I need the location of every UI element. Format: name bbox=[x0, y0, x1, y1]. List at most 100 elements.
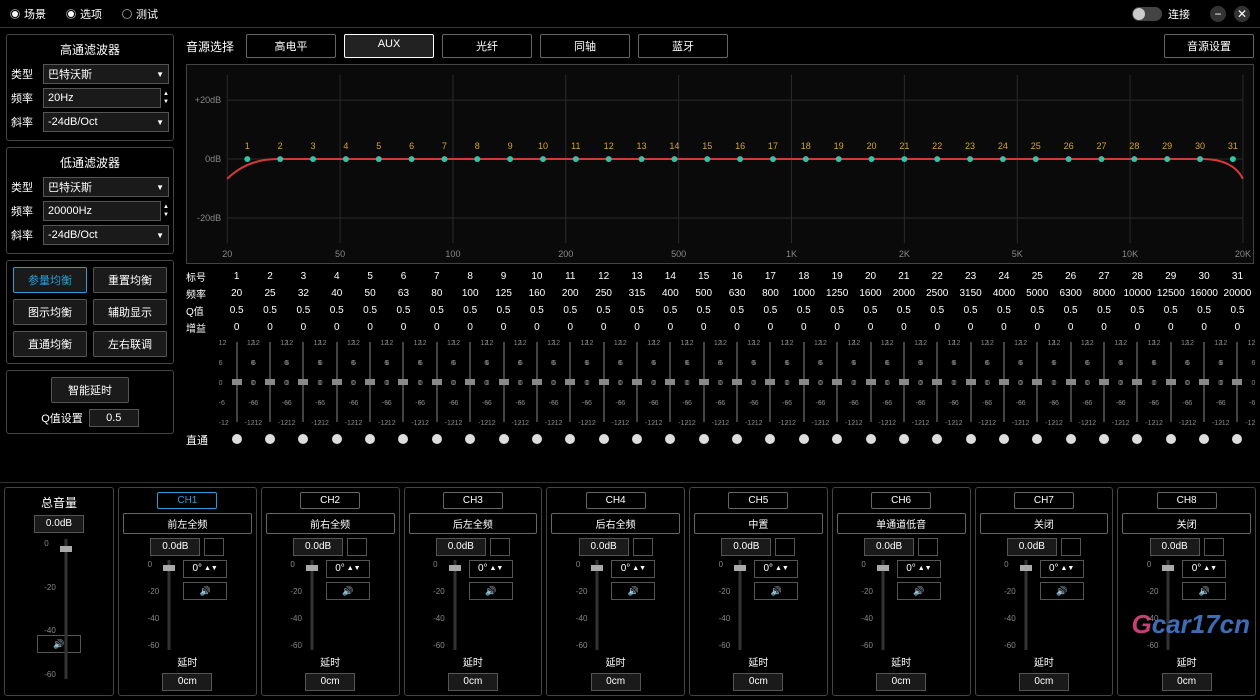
eq-band-slider-3[interactable]: 12126600-6-6-12-12 bbox=[289, 338, 317, 426]
bypass-dot-12[interactable] bbox=[599, 434, 609, 444]
bypass-dot-4[interactable] bbox=[332, 434, 342, 444]
channel-phase-CH5[interactable]: 0° ▲▼ bbox=[754, 560, 798, 578]
bypass-dot-30[interactable] bbox=[1199, 434, 1209, 444]
channel-gain-CH8[interactable]: 0.0dB bbox=[1150, 538, 1200, 556]
eq-band-slider-14[interactable]: 12126600-6-6-12-12 bbox=[656, 338, 684, 426]
channel-name-CH4[interactable]: 后右全频 bbox=[551, 513, 680, 534]
eq-band-slider-21[interactable]: 12126600-6-6-12-12 bbox=[890, 338, 918, 426]
channel-name-CH8[interactable]: 关闭 bbox=[1122, 513, 1251, 534]
bypass-dot-16[interactable] bbox=[732, 434, 742, 444]
channel-mute-CH4[interactable] bbox=[633, 538, 653, 556]
test-radio[interactable]: 测试 bbox=[122, 6, 158, 22]
channel-gain-CH4[interactable]: 0.0dB bbox=[579, 538, 629, 556]
bypass-dot-26[interactable] bbox=[1066, 434, 1076, 444]
connect-toggle[interactable] bbox=[1132, 7, 1162, 21]
smart-delay-button[interactable]: 智能延时 bbox=[51, 377, 129, 403]
eq-band-slider-16[interactable]: 12126600-6-6-12-12 bbox=[723, 338, 751, 426]
channel-select-CH2[interactable]: CH2 bbox=[300, 492, 360, 509]
aux-display-button[interactable]: 辅助显示 bbox=[93, 299, 167, 325]
channel-delay-CH3[interactable]: 0cm bbox=[448, 673, 498, 691]
hp-slope-select[interactable]: -24dB/Oct▼ bbox=[43, 112, 169, 132]
lp-freq-up[interactable]: ▲ bbox=[163, 203, 169, 211]
channel-mute-CH5[interactable] bbox=[775, 538, 795, 556]
eq-band-slider-26[interactable]: 12126600-6-6-12-12 bbox=[1057, 338, 1085, 426]
eq-band-slider-23[interactable]: 12126600-6-6-12-12 bbox=[957, 338, 985, 426]
bypass-dot-8[interactable] bbox=[465, 434, 475, 444]
channel-delay-CH6[interactable]: 0cm bbox=[876, 673, 926, 691]
hp-freq-input[interactable]: 20Hz bbox=[43, 88, 161, 108]
bypass-dot-29[interactable] bbox=[1166, 434, 1176, 444]
scene-radio[interactable]: 场景 bbox=[10, 6, 46, 22]
eq-band-slider-8[interactable]: 12126600-6-6-12-12 bbox=[456, 338, 484, 426]
channel-speaker-CH6[interactable]: 🔊 bbox=[897, 582, 941, 600]
channel-gain-CH6[interactable]: 0.0dB bbox=[864, 538, 914, 556]
eq-band-slider-27[interactable]: 12126600-6-6-12-12 bbox=[1090, 338, 1118, 426]
eq-band-slider-4[interactable]: 12126600-6-6-12-12 bbox=[323, 338, 351, 426]
bypass-dot-7[interactable] bbox=[432, 434, 442, 444]
bypass-dot-1[interactable] bbox=[232, 434, 242, 444]
eq-band-slider-25[interactable]: 12126600-6-6-12-12 bbox=[1023, 338, 1051, 426]
bypass-dot-27[interactable] bbox=[1099, 434, 1109, 444]
link-lr-button[interactable]: 左右联调 bbox=[93, 331, 167, 357]
hp-freq-up[interactable]: ▲ bbox=[163, 90, 169, 98]
lp-slope-select[interactable]: -24dB/Oct▼ bbox=[43, 225, 169, 245]
bypass-dot-11[interactable] bbox=[565, 434, 575, 444]
bypass-dot-9[interactable] bbox=[499, 434, 509, 444]
close-button[interactable]: ✕ bbox=[1234, 6, 1250, 22]
eq-band-slider-12[interactable]: 12126600-6-6-12-12 bbox=[590, 338, 618, 426]
param-eq-button[interactable]: 参量均衡 bbox=[13, 267, 87, 293]
q-value-input[interactable] bbox=[89, 409, 139, 427]
channel-mute-CH6[interactable] bbox=[918, 538, 938, 556]
channel-slider-CH1[interactable] bbox=[161, 560, 177, 650]
bypass-dot-13[interactable] bbox=[632, 434, 642, 444]
channel-select-CH1[interactable]: CH1 bbox=[157, 492, 217, 509]
source-settings-button[interactable]: 音源设置 bbox=[1164, 34, 1254, 58]
eq-band-slider-29[interactable]: 12126600-6-6-12-12 bbox=[1157, 338, 1185, 426]
bypass-dot-23[interactable] bbox=[966, 434, 976, 444]
bypass-dot-18[interactable] bbox=[799, 434, 809, 444]
eq-band-slider-6[interactable]: 12126600-6-6-12-12 bbox=[389, 338, 417, 426]
channel-name-CH3[interactable]: 后左全频 bbox=[409, 513, 538, 534]
channel-phase-CH6[interactable]: 0° ▲▼ bbox=[897, 560, 941, 578]
eq-band-slider-20[interactable]: 12126600-6-6-12-12 bbox=[857, 338, 885, 426]
master-value[interactable]: 0.0dB bbox=[34, 515, 84, 533]
channel-speaker-CH4[interactable]: 🔊 bbox=[611, 582, 655, 600]
bypass-dot-19[interactable] bbox=[832, 434, 842, 444]
eq-band-slider-2[interactable]: 12126600-6-6-12-12 bbox=[256, 338, 284, 426]
channel-name-CH5[interactable]: 中置 bbox=[694, 513, 823, 534]
eq-band-slider-19[interactable]: 12126600-6-6-12-12 bbox=[823, 338, 851, 426]
eq-band-slider-7[interactable]: 12126600-6-6-12-12 bbox=[423, 338, 451, 426]
channel-slider-CH3[interactable] bbox=[447, 560, 463, 650]
channel-name-CH2[interactable]: 前右全频 bbox=[266, 513, 395, 534]
bypass-dot-28[interactable] bbox=[1132, 434, 1142, 444]
bypass-eq-button[interactable]: 直通均衡 bbox=[13, 331, 87, 357]
source-button-0[interactable]: 高电平 bbox=[246, 34, 336, 58]
channel-mute-CH7[interactable] bbox=[1061, 538, 1081, 556]
eq-band-slider-17[interactable]: 12126600-6-6-12-12 bbox=[756, 338, 784, 426]
channel-speaker-CH7[interactable]: 🔊 bbox=[1040, 582, 1084, 600]
channel-select-CH6[interactable]: CH6 bbox=[871, 492, 931, 509]
bypass-dot-2[interactable] bbox=[265, 434, 275, 444]
bypass-dot-17[interactable] bbox=[765, 434, 775, 444]
eq-band-slider-24[interactable]: 12126600-6-6-12-12 bbox=[990, 338, 1018, 426]
options-radio[interactable]: 选项 bbox=[66, 6, 102, 22]
channel-select-CH8[interactable]: CH8 bbox=[1157, 492, 1217, 509]
bypass-dot-15[interactable] bbox=[699, 434, 709, 444]
minimize-button[interactable]: − bbox=[1210, 6, 1226, 22]
channel-mute-CH2[interactable] bbox=[347, 538, 367, 556]
channel-delay-CH2[interactable]: 0cm bbox=[305, 673, 355, 691]
channel-delay-CH8[interactable]: 0cm bbox=[1162, 673, 1212, 691]
lp-type-select[interactable]: 巴特沃斯▼ bbox=[43, 177, 169, 197]
eq-graph[interactable]: +20dB0dB-20dB20501002005001K2K5K10K20K12… bbox=[186, 64, 1254, 264]
eq-band-slider-30[interactable]: 12126600-6-6-12-12 bbox=[1190, 338, 1218, 426]
eq-band-slider-10[interactable]: 12126600-6-6-12-12 bbox=[523, 338, 551, 426]
bypass-dot-24[interactable] bbox=[999, 434, 1009, 444]
channel-phase-CH4[interactable]: 0° ▲▼ bbox=[611, 560, 655, 578]
channel-delay-CH1[interactable]: 0cm bbox=[162, 673, 212, 691]
eq-band-slider-15[interactable]: 12126600-6-6-12-12 bbox=[690, 338, 718, 426]
channel-slider-CH5[interactable] bbox=[732, 560, 748, 650]
channel-select-CH3[interactable]: CH3 bbox=[443, 492, 503, 509]
channel-slider-CH8[interactable] bbox=[1160, 560, 1176, 650]
channel-slider-CH6[interactable] bbox=[875, 560, 891, 650]
eq-band-slider-18[interactable]: 12126600-6-6-12-12 bbox=[790, 338, 818, 426]
